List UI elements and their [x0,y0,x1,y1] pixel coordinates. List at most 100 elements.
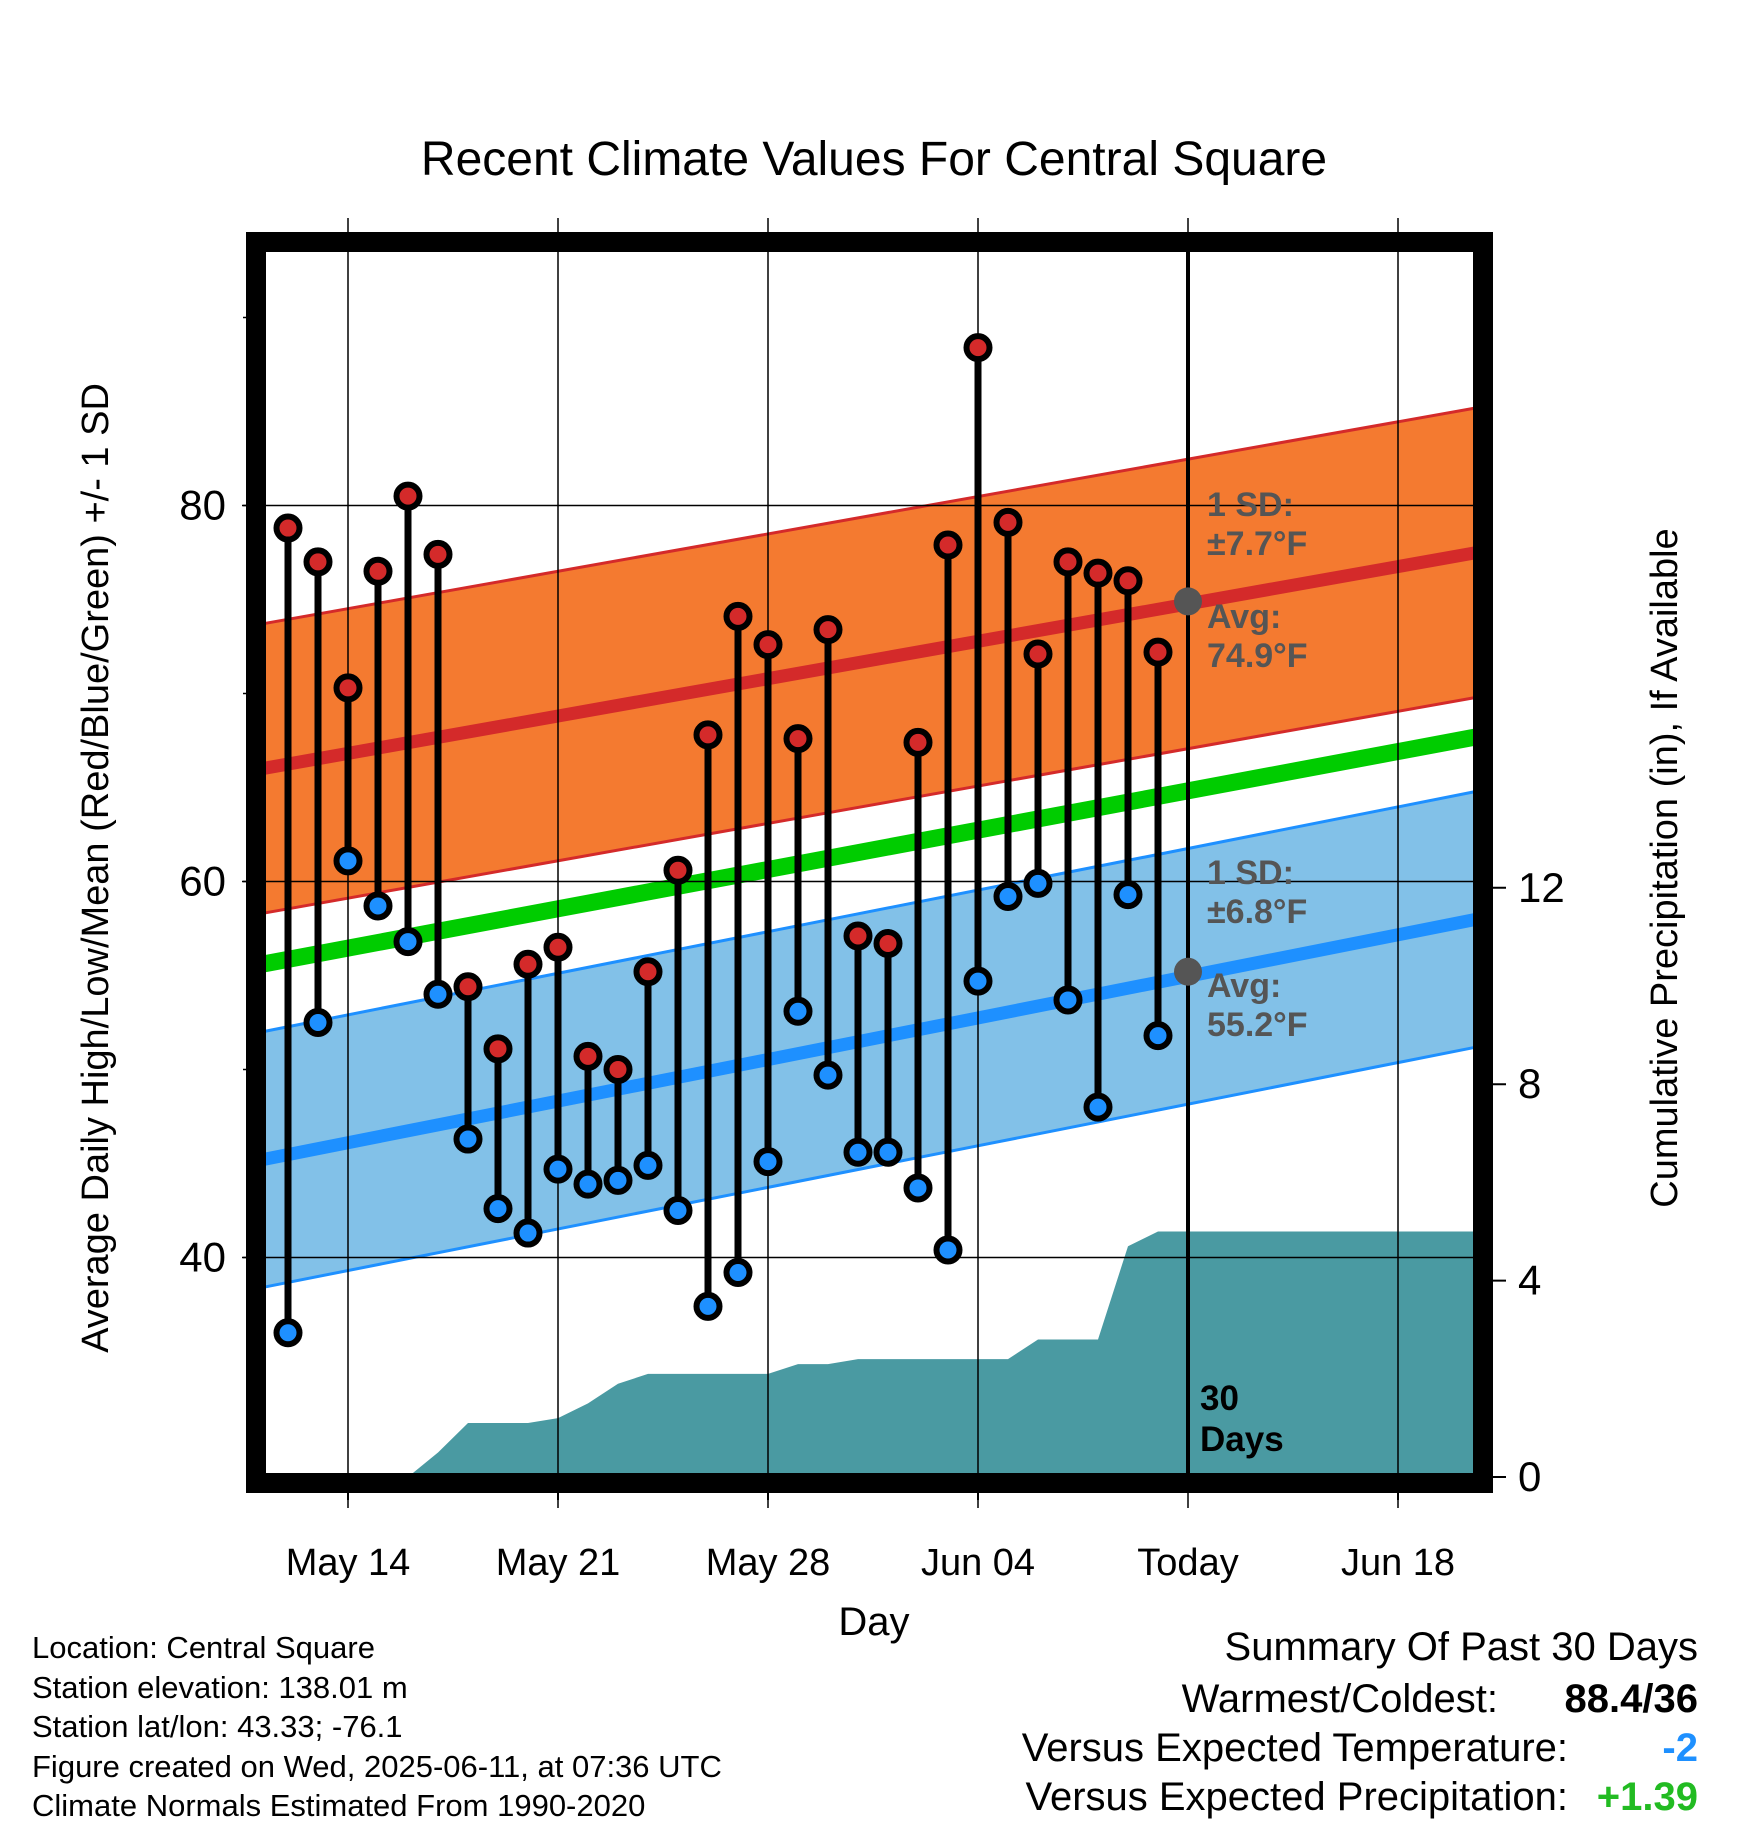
low-sd-value: ±6.8°F [1207,893,1307,931]
high-temp-point [333,673,363,703]
y-tick-label-left: 40 [179,1234,226,1281]
high-temp-point [1143,637,1173,667]
low-temp-point [543,1154,573,1184]
low-temp-point [903,1173,933,1203]
low-temp-point [1143,1021,1173,1051]
plot-frame [246,232,1493,1493]
low-temp-point [453,1124,483,1154]
low-temp-point [993,882,1023,912]
high-temp-point [903,727,933,757]
high-temp-point [543,932,573,962]
low-temp-point [663,1196,693,1225]
y-tick-label-left: 80 [179,482,226,529]
low-temp-point [363,891,393,921]
high-temp-point [993,507,1023,537]
high-temp-point [693,720,723,750]
high-avg-value: 74.9°F [1207,637,1308,675]
high-temp-point [603,1055,633,1084]
latlon-text: Station lat/lon: 43.33; -76.1 [32,1709,403,1744]
high-normal-line [260,546,1479,776]
elevation-text: Station elevation: 138.01 m [32,1669,408,1705]
low-temp-point [1053,985,1083,1015]
summary-precip-value: +1.39 [1596,1775,1698,1819]
high-temp-point [723,601,753,631]
low-temp-point [513,1218,543,1248]
low-temp-point [783,996,813,1026]
high-temp-point [453,972,483,1002]
high-sd-band-upper-edge [261,406,1478,626]
chart-title: Recent Climate Values For Central Square [421,133,1327,186]
today-low-avg-marker [1174,957,1202,986]
low-temp-point [573,1169,603,1199]
low-temp-point [603,1165,633,1195]
low-temp-point [873,1137,903,1167]
low-temp-point [1023,868,1053,898]
x-tick-label: May 14 [286,1542,411,1584]
low-temp-point [1083,1092,1113,1122]
low-avg-value: 55.2°F [1207,1006,1308,1044]
x-tick-label: Jun 18 [1341,1542,1455,1584]
low-temp-point [723,1258,753,1288]
low-temp-point [813,1060,843,1090]
high-sd-band-lower-edge [261,695,1478,915]
today-days-label: 30 [1200,1379,1239,1418]
low-temp-point [753,1147,783,1177]
x-tick-label: Today [1137,1542,1238,1584]
high-sd-label: 1 SD: [1207,486,1294,524]
today-days-label: Days [1200,1420,1284,1459]
high-temp-point [1083,558,1113,588]
created-text: Figure created on Wed, 2025-06-11, at 07… [32,1748,722,1784]
high-temp-point [573,1041,603,1071]
low-temp-point [1113,880,1143,910]
high-avg-label: Avg: [1207,598,1281,636]
low-sd-band-lower-edge [261,1045,1478,1290]
low-temp-point [963,966,993,996]
y-tick-label-right: 12 [1518,864,1565,911]
high-temp-point [1053,547,1083,577]
low-temp-point [933,1235,963,1265]
x-tick-label: May 28 [706,1542,831,1584]
high-temp-point [843,921,873,951]
y-axis-label-right: Cumulative Precipitation (in), If Availa… [1644,528,1686,1207]
summary-warm-cold-value: 88.4/36 [1564,1677,1698,1721]
low-temp-point [273,1318,303,1348]
low-temp-point [393,927,423,957]
high-temp-point [393,481,423,511]
normals-text: Climate Normals Estimated From 1990-2020 [32,1788,646,1823]
high-temp-point [783,724,813,754]
high-temp-point [933,530,963,560]
low-avg-label: Avg: [1207,967,1281,1005]
precipitation-area [408,1231,1477,1477]
x-tick-label: May 21 [496,1542,621,1584]
x-axis-label: Day [838,1600,909,1644]
plot-area: May 14 May 21 May 28 Jun 04 Today Jun 1840608… [179,218,1565,1584]
low-temp-point [693,1291,723,1321]
y-tick-label-left: 60 [179,858,226,905]
high-temp-point [423,539,453,569]
y-axis-label-left: Average Daily High/Low/Mean (Red/Blue/Gr… [75,383,117,1353]
y-tick-label-right: 8 [1518,1060,1541,1107]
location-text: Location: Central Square [32,1630,375,1665]
low-sd-label: 1 SD: [1207,854,1294,892]
station-info: Location: Central Square Station elevati… [32,1628,722,1826]
high-temp-point [513,949,543,979]
low-temp-point [333,846,363,876]
high-temp-point [873,929,903,959]
low-temp-point [423,979,453,1009]
x-tick-label: Jun 04 [921,1542,1035,1584]
low-temp-point [483,1194,513,1224]
high-temp-point [633,957,663,987]
high-temp-point [273,513,303,543]
mean-normal-line [260,728,1479,973]
low-temp-point [303,1008,333,1037]
y-tick-label-right: 0 [1518,1453,1541,1500]
summary-temp-value: -2 [1662,1726,1698,1770]
y-tick-label-right: 4 [1518,1257,1541,1304]
today-high-avg-marker [1174,587,1202,616]
high-sd-value: ±7.7°F [1207,525,1307,563]
high-temp-point [813,615,843,645]
high-temp-point [303,547,333,577]
low-temp-point [633,1150,663,1180]
low-temp-point [843,1137,873,1167]
